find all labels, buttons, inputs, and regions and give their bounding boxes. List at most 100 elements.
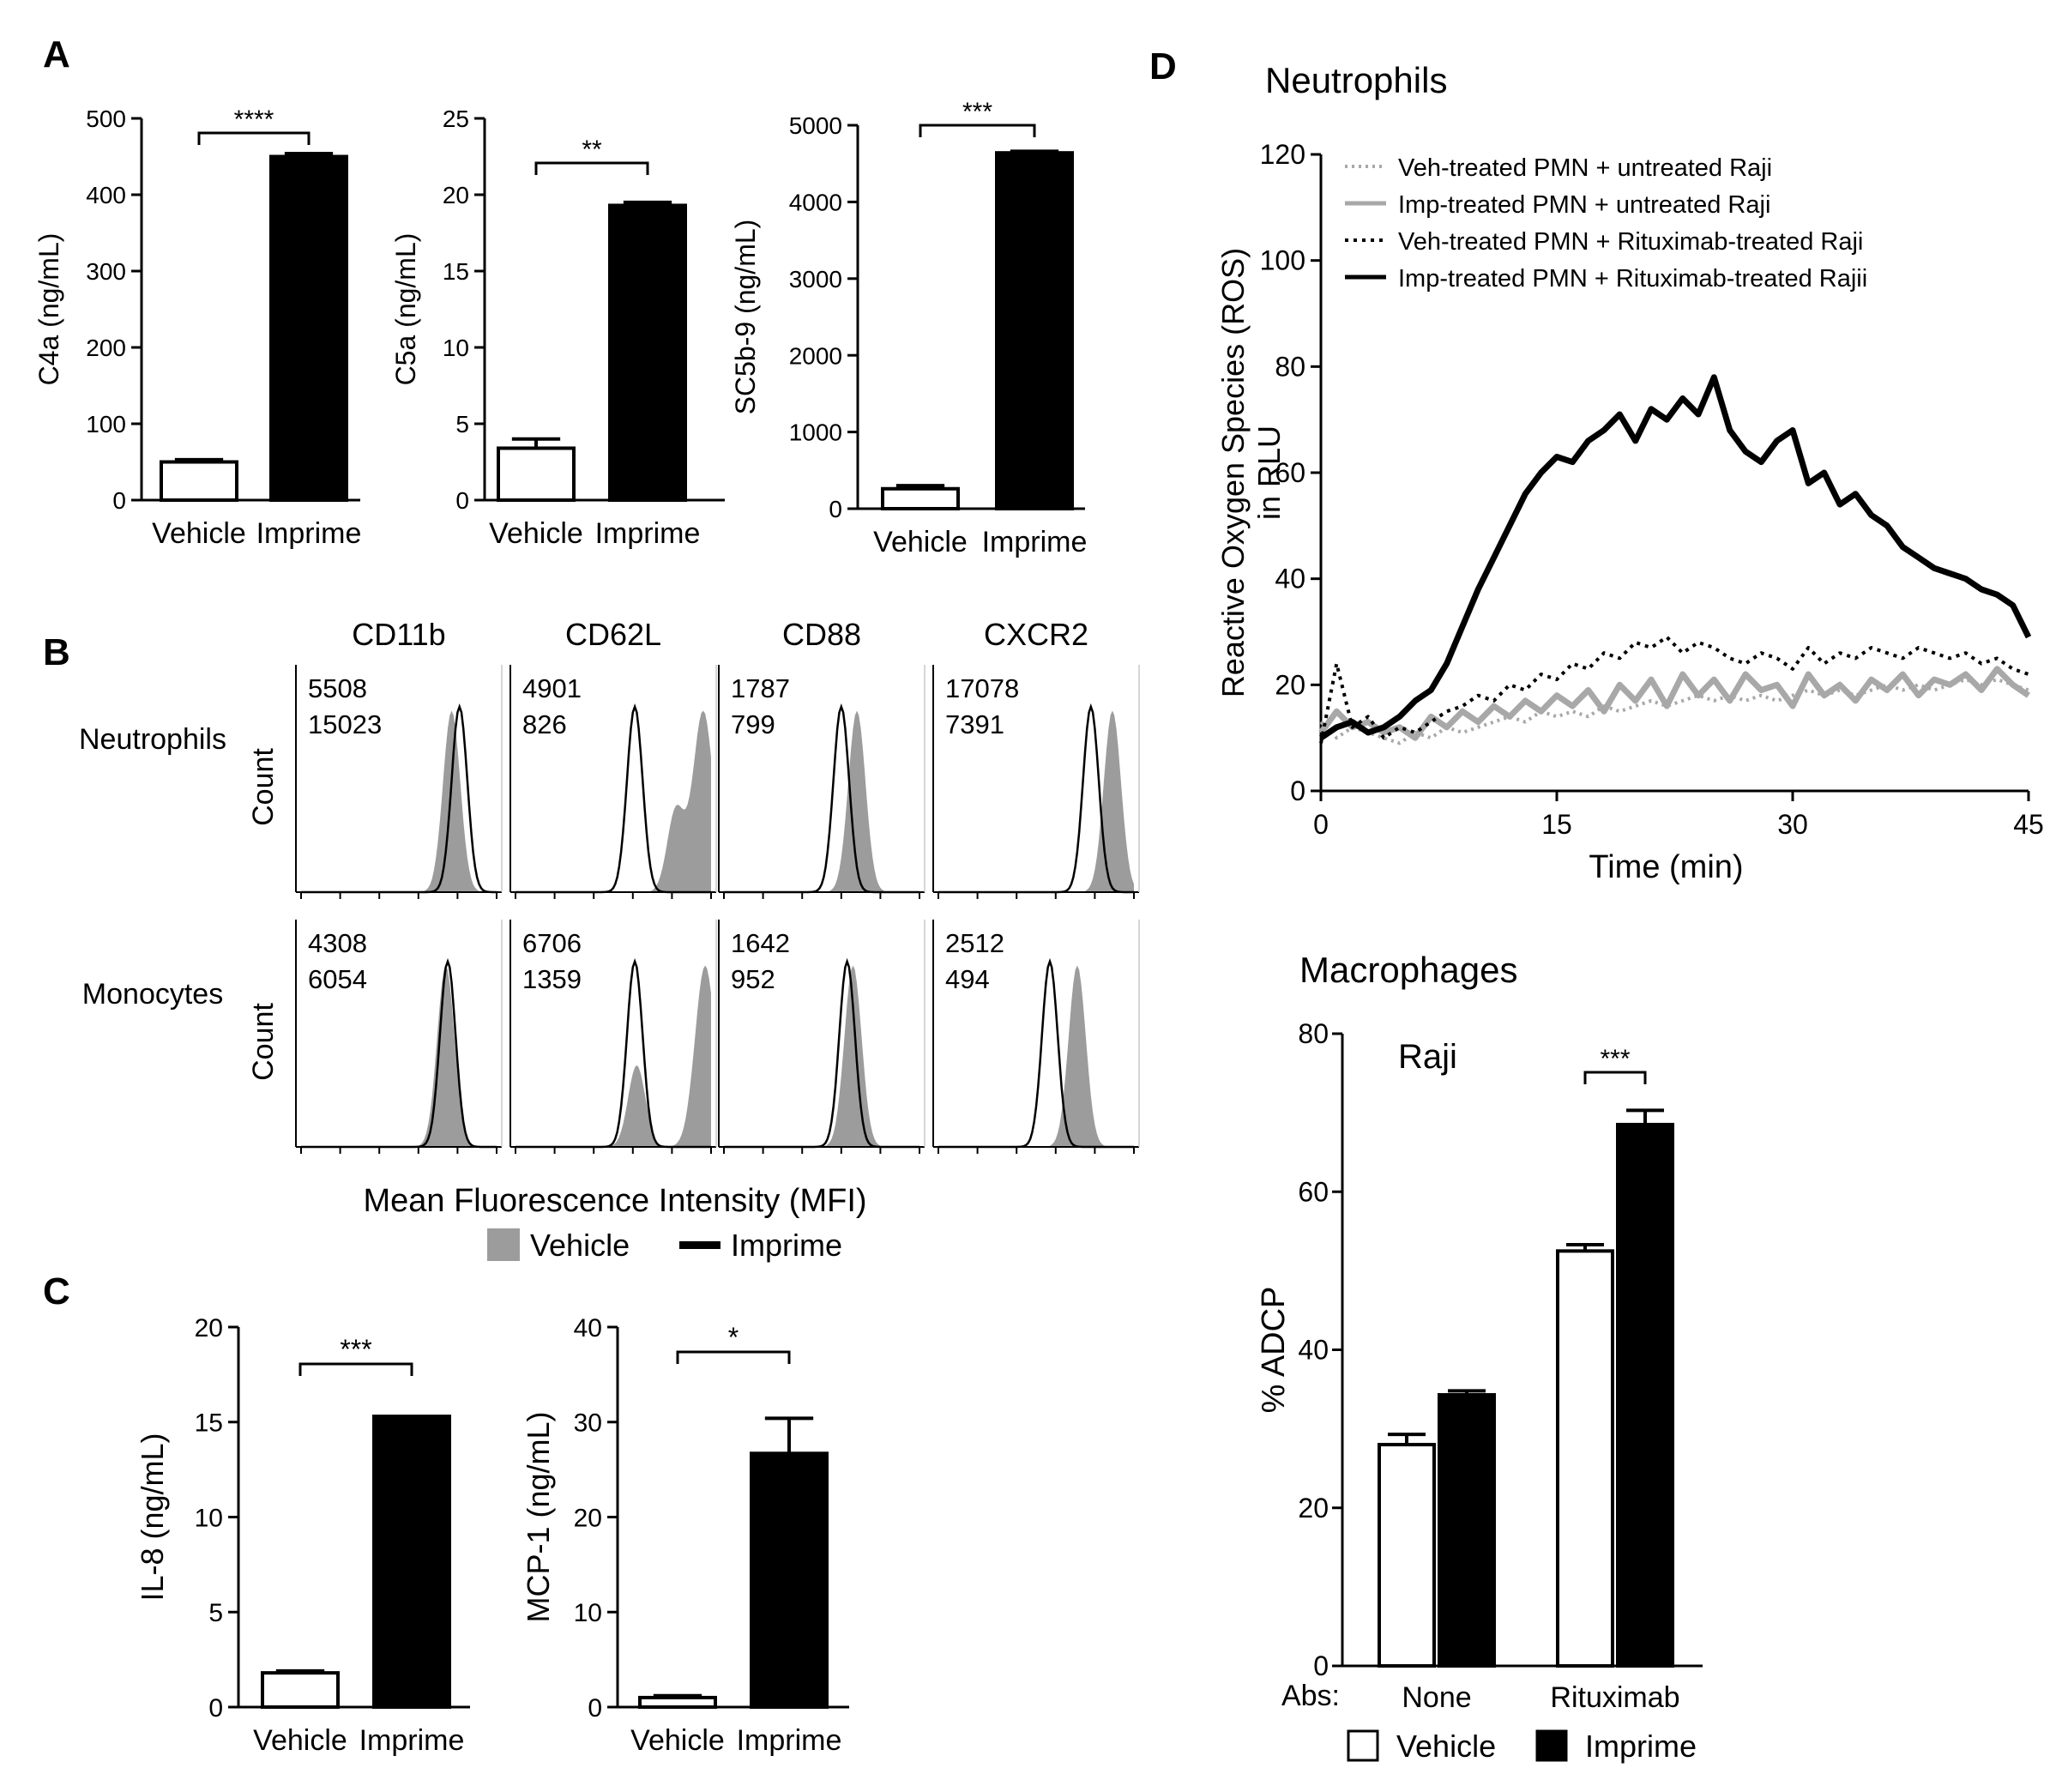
legend-imprime-label: Imprime xyxy=(731,1228,842,1263)
y-tick-label: 30 xyxy=(574,1409,602,1438)
histogram-vehicle xyxy=(516,965,711,1147)
y-tick-label: 5 xyxy=(455,411,469,437)
chart-flow-histograms: CD11b CD62L CD88 CXCR2 Neutrophils Count 5508 1… xyxy=(79,617,1140,1263)
y-tick-label: 200 xyxy=(86,335,126,361)
y-tick-label: 0 xyxy=(588,1694,602,1723)
series-line-dashed-black xyxy=(1319,635,2029,744)
significance-stars: **** xyxy=(234,106,274,134)
y-tick-label: 60 xyxy=(1275,457,1305,488)
x-tick-label: 45 xyxy=(2013,809,2044,840)
y-tick-label: 80 xyxy=(1298,1018,1329,1049)
mfi-imprime-value: 826 xyxy=(522,709,567,739)
x-tick-label: 15 xyxy=(1541,809,1572,840)
bar-imprime xyxy=(1438,1393,1496,1668)
y-tick-label: 100 xyxy=(86,411,126,437)
y-tick-label: 1000 xyxy=(789,419,842,446)
bar-imprime xyxy=(750,1451,829,1709)
y-tick-label: 300 xyxy=(86,258,126,285)
bar-vehicle xyxy=(497,446,576,502)
panel-label-d: D xyxy=(1149,45,1177,87)
legend-imprime-label: Imprime xyxy=(1585,1729,1697,1764)
x-tick-label: 0 xyxy=(1313,809,1329,840)
significance-stars: *** xyxy=(962,98,992,126)
series-line-solid-black xyxy=(1319,374,2032,741)
column-header: CD62L xyxy=(565,617,661,652)
histogram-vehicle xyxy=(938,710,1134,892)
mfi-vehicle-value: 4308 xyxy=(308,928,367,958)
bar-vehicle xyxy=(1556,1249,1614,1668)
category-label: Vehicle xyxy=(489,517,583,550)
y-tick-label: 0 xyxy=(1313,1650,1329,1681)
y-tick-label: 20 xyxy=(1275,669,1305,700)
y-tick-label: 20 xyxy=(195,1314,223,1342)
y-tick-label: 5000 xyxy=(789,112,842,139)
significance-bracket xyxy=(298,1362,413,1376)
chart-c4a: 0 100 200 300 400 500 C4a (ng/mL) Vehicle Imprim… xyxy=(33,106,361,550)
y-tick-label: 10 xyxy=(195,1504,223,1532)
panel-label-b: B xyxy=(43,631,70,673)
series-line-solid-grey xyxy=(1318,666,2030,741)
row-label: Neutrophils xyxy=(79,723,226,756)
x-axis-label-mfi: Mean Fluorescence Intensity (MFI) xyxy=(363,1183,866,1219)
bar-vehicle xyxy=(881,486,960,510)
histogram-vehicle xyxy=(301,710,497,892)
bar-vehicle xyxy=(261,1671,340,1710)
chart-adcp-macrophages: Macrophages Raji 0 20 40 60 80 % ADCP None Rituxi… xyxy=(1256,950,1703,1764)
bar-imprime xyxy=(372,1415,451,1709)
category-label: Imprime xyxy=(256,517,362,550)
mfi-imprime-value: 15023 xyxy=(308,709,382,739)
mfi-imprime-value: 1359 xyxy=(522,964,582,994)
significance-bracket xyxy=(1583,1071,1647,1084)
y-tick-label: 10 xyxy=(574,1599,602,1627)
chart-mcp1: 0 10 20 30 40 MCP-1 (ng/mL) Vehicle Imprime * xyxy=(521,1314,849,1757)
y-tick-label: 15 xyxy=(443,258,469,285)
chart-sc5b9: 0 1000 2000 3000 4000 5000 SC5b-9 (ng/mL) Vehic… xyxy=(730,98,1087,558)
significance-bracket xyxy=(676,1350,791,1364)
bar-imprime xyxy=(608,203,687,503)
y-tick-label: 0 xyxy=(112,487,126,514)
histogram-vehicle xyxy=(516,710,711,892)
y-tick-label: 0 xyxy=(208,1694,223,1723)
legend-label: Imp-treated PMN + untreated Raji xyxy=(1398,191,1770,219)
y-axis-label: C5a (ng/mL) xyxy=(390,233,421,386)
mfi-imprime-value: 952 xyxy=(731,964,775,994)
y-tick-label: 2000 xyxy=(789,342,842,369)
y-tick-label: 40 xyxy=(574,1314,602,1342)
legend-imprime-swatch xyxy=(679,1241,720,1249)
y-tick-label: 120 xyxy=(1260,139,1305,170)
y-tick-label: 40 xyxy=(1298,1335,1329,1366)
mfi-vehicle-value: 1642 xyxy=(731,928,790,958)
y-tick-label: 4000 xyxy=(789,189,842,215)
y-axis-label-line2: in RLU xyxy=(1251,425,1287,520)
bar-imprime xyxy=(1616,1122,1674,1668)
chart-title: Macrophages xyxy=(1299,950,1517,990)
y-axis-label: % ADCP xyxy=(1256,1287,1292,1414)
y-axis-label: SC5b-9 (ng/mL) xyxy=(730,220,761,415)
mfi-imprime-value: 799 xyxy=(731,709,775,739)
y-tick-label: 3000 xyxy=(789,266,842,293)
y-tick-label: 500 xyxy=(86,106,126,132)
mfi-vehicle-value: 6706 xyxy=(522,928,582,958)
significance-stars: ** xyxy=(582,136,602,164)
y-tick-label: 40 xyxy=(1275,564,1305,594)
y-tick-label: 20 xyxy=(574,1504,602,1532)
mfi-vehicle-value: 17078 xyxy=(945,673,1019,703)
chart-il8: 0 5 10 15 20 IL-8 (ng/mL) Vehicle Imprime *** xyxy=(135,1314,470,1757)
bar-vehicle xyxy=(160,460,238,502)
chart-title: Neutrophils xyxy=(1265,60,1447,100)
legend-label: Veh-treated PMN + untreated Raji xyxy=(1398,154,1772,182)
bar-vehicle xyxy=(1378,1443,1436,1668)
abs-label: Abs: xyxy=(1281,1680,1340,1712)
y-tick-label: 10 xyxy=(443,335,469,361)
category-label: Imprime xyxy=(359,1724,465,1757)
significance-stars: * xyxy=(728,1322,739,1353)
y-tick-label: 20 xyxy=(1298,1493,1329,1524)
legend-label: Imp-treated PMN + Rituximab-treated Raji… xyxy=(1398,265,1867,293)
mfi-vehicle-value: 5508 xyxy=(308,673,367,703)
significance-bracket xyxy=(197,131,311,145)
legend-label: Veh-treated PMN + Rituximab-treated Raji xyxy=(1398,228,1863,256)
x-axis-label: Time (min) xyxy=(1589,849,1743,885)
chart-subtitle: Raji xyxy=(1398,1038,1457,1076)
y-tick-label: 25 xyxy=(443,106,469,132)
